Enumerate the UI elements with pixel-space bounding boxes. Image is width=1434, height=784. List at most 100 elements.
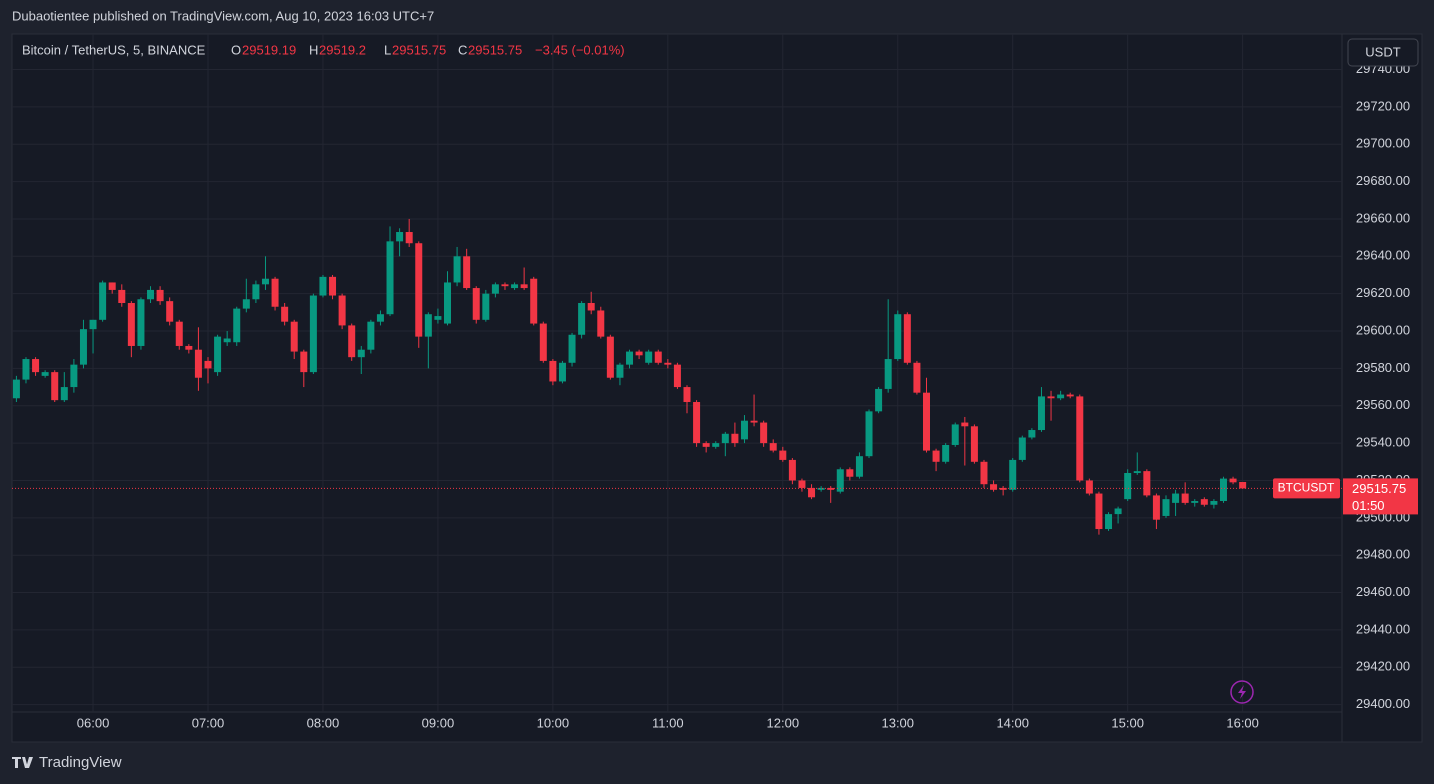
candle-body — [693, 402, 701, 444]
candle-body — [990, 484, 998, 490]
candle-body — [453, 256, 461, 283]
candle-body — [865, 411, 873, 457]
candle-body — [846, 469, 854, 477]
candle-body — [348, 325, 356, 358]
y-tick-label: 29640.00 — [1356, 248, 1410, 263]
candle-body — [242, 299, 250, 309]
candle-body — [961, 422, 969, 427]
candle-body — [1239, 481, 1247, 489]
symbol-tag-text: BTCUSDT — [1278, 481, 1335, 495]
candle-body — [22, 359, 30, 380]
candle-body — [214, 336, 222, 373]
y-tick-label: 29620.00 — [1356, 285, 1410, 300]
candle-body — [405, 232, 413, 244]
x-tick-label: 09:00 — [422, 715, 455, 730]
candle-body — [396, 232, 404, 242]
candle-body — [204, 360, 212, 369]
candle-body — [376, 314, 384, 322]
x-tick-label: 12:00 — [767, 715, 800, 730]
candle-body — [798, 480, 806, 488]
candle-body — [970, 426, 978, 462]
candle-body — [252, 284, 260, 300]
candle-body — [779, 450, 787, 460]
candle-body — [626, 351, 634, 365]
candle-body — [740, 420, 748, 440]
candle-body — [683, 387, 691, 403]
candle-body — [712, 443, 720, 447]
brand: TradingView — [39, 754, 122, 771]
candle-body — [108, 282, 116, 290]
chart-panel — [11, 33, 1423, 743]
ohlc-label: H — [309, 42, 318, 57]
candle-body — [769, 443, 777, 451]
candle-body — [463, 256, 471, 289]
alert-icon[interactable] — [1230, 680, 1254, 704]
candle-body — [1114, 508, 1122, 515]
candle-body — [501, 284, 509, 287]
candle-body — [300, 351, 308, 373]
change: −3.45 (−0.01%) — [535, 42, 625, 57]
y-tick-label: 29580.00 — [1356, 360, 1410, 375]
candle-body — [41, 372, 49, 376]
candle-body — [980, 461, 988, 485]
candle-body — [1191, 501, 1199, 503]
candle-body — [60, 387, 68, 401]
candle-body — [1066, 394, 1074, 397]
candle-body — [1105, 514, 1113, 530]
candle-body — [482, 293, 490, 320]
candle-body — [386, 241, 394, 315]
candle-body — [884, 359, 892, 389]
currency[interactable]: USDT — [1365, 44, 1400, 59]
candle-body — [836, 469, 844, 492]
countdown: 01:50 — [1352, 498, 1385, 513]
candle-body — [731, 433, 739, 444]
candle-body — [645, 351, 653, 363]
candle-body — [1037, 396, 1045, 431]
candle-body — [530, 278, 538, 324]
candle-body — [70, 364, 78, 388]
candle-body — [568, 334, 576, 363]
candle-body — [1229, 478, 1237, 483]
candle-body — [597, 310, 605, 337]
candle-body — [137, 299, 145, 346]
ohlc-value: 29519.19 — [242, 42, 296, 57]
y-tick-label: 29700.00 — [1356, 136, 1410, 151]
candle-body — [271, 278, 279, 307]
candle-body — [357, 349, 365, 358]
candle-body — [261, 278, 269, 285]
candle-body — [1028, 430, 1036, 438]
x-tick-label: 11:00 — [652, 715, 684, 730]
ohlc-value: 29519.2 — [319, 42, 366, 57]
currency-button[interactable] — [1347, 38, 1419, 67]
candle-body — [415, 243, 423, 337]
candles — [12, 218, 1342, 535]
ohlc-label: O — [231, 42, 241, 57]
candle-body — [1152, 495, 1160, 520]
x-tick-label: 08:00 — [307, 715, 340, 730]
candle-body — [1018, 437, 1026, 460]
x-tick-label: 14:00 — [996, 715, 1029, 730]
candle-body — [606, 336, 614, 378]
bolt — [1238, 685, 1246, 699]
x-tick-label: 10:00 — [537, 715, 570, 730]
y-tick-label: 29480.00 — [1356, 547, 1410, 562]
y-tick-label: 29420.00 — [1356, 659, 1410, 674]
candle-body — [817, 487, 825, 490]
candle-body — [424, 314, 432, 337]
x-tick-label: 16:00 — [1226, 715, 1259, 730]
candle-body — [51, 372, 59, 401]
labels: 29400.00 29420.00 29440.00 29460.00 29480.00… — [77, 61, 1418, 730]
candle-body — [444, 282, 451, 324]
publisher: Dubaotientee published on TradingView.co… — [12, 8, 434, 23]
candle-body — [319, 276, 327, 296]
candle-body — [175, 321, 183, 346]
candle-body — [223, 338, 231, 343]
candle-body — [808, 487, 816, 498]
x-tick-label: 07:00 — [192, 715, 225, 730]
candle-body — [1200, 499, 1208, 505]
candle-body — [875, 388, 883, 412]
candle-body — [1009, 459, 1017, 490]
candle-body — [913, 362, 921, 393]
candle-body — [549, 360, 557, 382]
